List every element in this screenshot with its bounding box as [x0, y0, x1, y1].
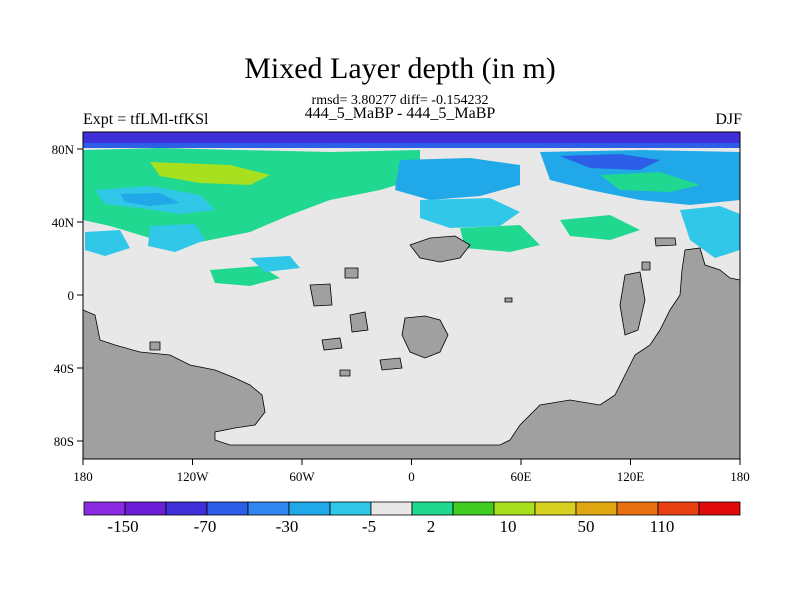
- land-island-c: [321, 337, 343, 351]
- colorbar-box: [657, 501, 700, 516]
- colorbar-box: [124, 501, 167, 516]
- pacific-cyan-central: [250, 256, 300, 272]
- pacific-green-small: [210, 266, 280, 286]
- colorbar-box: [575, 501, 618, 516]
- colorbar-label: 10: [500, 517, 517, 536]
- colorbar-box: [165, 501, 208, 516]
- colorbar-box: [247, 501, 290, 516]
- experiment-label: Expt = tfLMl-tfKSl: [83, 111, 209, 128]
- colorbar-box: [452, 501, 495, 516]
- eurasia-green-patch: [600, 172, 700, 192]
- atlantic-cyan-region: [420, 198, 520, 228]
- colorbar-labels: -150 -70 -30 -5 2 10 50 110: [107, 517, 674, 536]
- eurasia-deep-blue-patch: [560, 154, 660, 170]
- tick-marks: [77, 148, 741, 465]
- colorbar-box: [534, 501, 577, 516]
- colorbar-label: 50: [578, 517, 595, 536]
- map-subtitle: 444_5_MaBP - 444_5_MaBP: [304, 105, 496, 122]
- nw-pacific-green: [560, 215, 640, 240]
- arctic-band: [83, 132, 740, 146]
- colorbar-box: [493, 501, 536, 516]
- y-tick-label: 80S: [54, 434, 74, 449]
- colorbar-box: [698, 501, 741, 516]
- x-tick-label: 180: [73, 469, 93, 484]
- arctic-band-edge: [83, 143, 740, 148]
- y-tick-label: 40S: [54, 361, 74, 376]
- pacific-blue-core: [120, 193, 180, 206]
- land-europe: [409, 235, 471, 263]
- colorbar-box: [288, 501, 331, 516]
- atlantic-green-region: [460, 225, 540, 252]
- land-africa: [401, 315, 449, 359]
- x-tick-label: 60W: [289, 469, 315, 484]
- land-island-j: [339, 369, 351, 377]
- colorbar-label: 2: [427, 517, 436, 536]
- pacific-cyan-west: [85, 230, 130, 256]
- atlantic-blue-region: [395, 158, 520, 200]
- colorbar-label: -150: [107, 517, 138, 536]
- land-island-i: [504, 297, 513, 303]
- colorbar-label: -30: [276, 517, 299, 536]
- land-island-a: [344, 267, 359, 279]
- y-tick-label: 0: [68, 288, 75, 303]
- x-tick-label: 180: [730, 469, 750, 484]
- map-field: [83, 132, 740, 459]
- land-south-america-west: [83, 247, 740, 459]
- map-title: Mixed Layer depth (in m): [244, 52, 556, 85]
- stats-label: rmsd= 3.80277 diff= -0.154232: [311, 93, 489, 108]
- colorbar-box: [329, 501, 372, 516]
- nw-pacific-cyan: [680, 206, 740, 258]
- x-tick-label: 120W: [177, 469, 210, 484]
- x-tick-label: 60E: [511, 469, 532, 484]
- land-island-g: [654, 237, 677, 247]
- land-iberia-small: [309, 283, 333, 307]
- colorbar-box: [206, 501, 249, 516]
- colorbar-box: [616, 501, 659, 516]
- pacific-yellow-patch: [150, 162, 270, 185]
- land-island-d: [379, 357, 403, 371]
- colorbar-label: -5: [362, 517, 376, 536]
- land-masses: [83, 235, 740, 459]
- pacific-cyan-mid: [148, 224, 205, 252]
- colorbar-label: 110: [650, 517, 675, 536]
- x-tick-label: 0: [408, 469, 415, 484]
- colorbar-label: -70: [194, 517, 217, 536]
- y-tick-label: 80N: [52, 142, 75, 157]
- land-island-h: [641, 261, 651, 271]
- y-tick-label: 40N: [52, 215, 75, 230]
- colorbar-box: [411, 501, 454, 516]
- colorbar: [83, 501, 741, 516]
- x-tick-label: 120E: [617, 469, 645, 484]
- season-label: DJF: [715, 111, 742, 128]
- land-island-f: [619, 271, 646, 336]
- land-island-b: [349, 311, 369, 333]
- colorbar-box: [370, 501, 413, 516]
- land-island-e: [149, 341, 161, 351]
- colorbar-box: [83, 501, 126, 516]
